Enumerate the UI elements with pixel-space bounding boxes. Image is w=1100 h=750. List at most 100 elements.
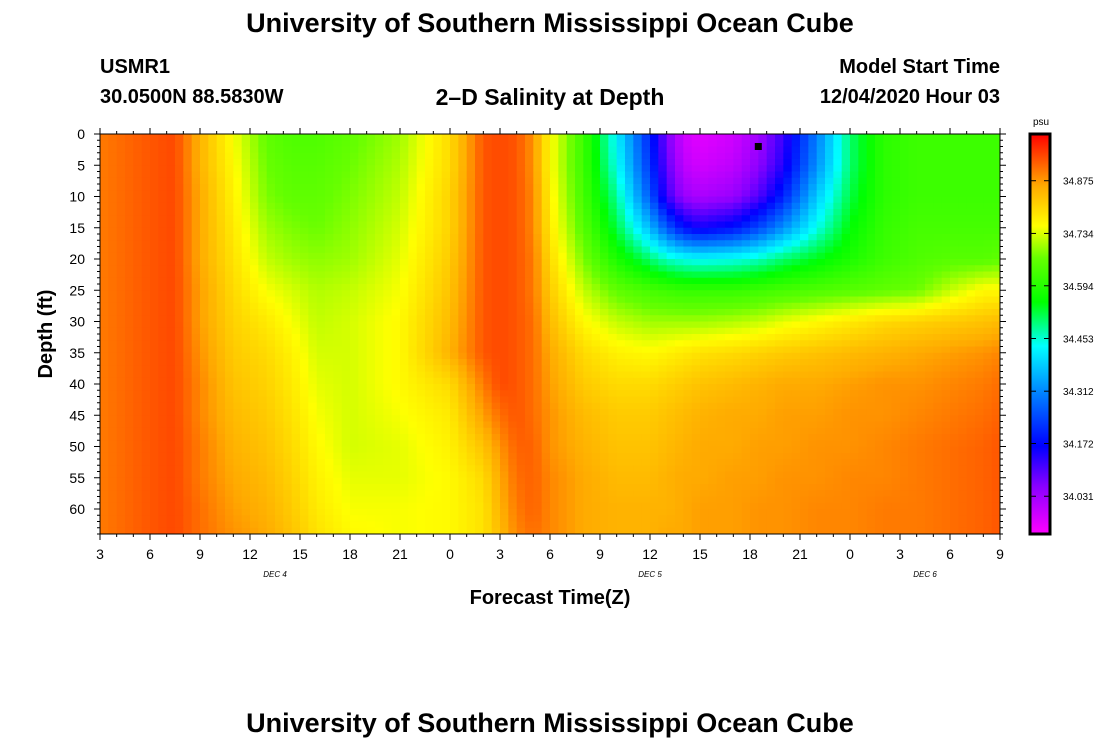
heatmap-cell <box>316 409 326 416</box>
heatmap-cell <box>750 415 759 422</box>
heatmap-cell <box>225 371 234 379</box>
heatmap-cell <box>566 315 576 322</box>
heatmap-cell <box>983 290 993 297</box>
heatmap-cell <box>866 352 876 360</box>
heatmap-cell <box>133 265 143 272</box>
heatmap-cell <box>483 359 493 366</box>
heatmap-cell <box>175 384 184 391</box>
heatmap-cell <box>550 252 559 260</box>
heatmap-cell <box>825 265 834 272</box>
heatmap-cell <box>341 140 351 147</box>
heatmap-cell <box>616 209 626 216</box>
heatmap-cell <box>133 409 143 416</box>
heatmap-cell <box>791 327 801 335</box>
heatmap-cell <box>183 240 193 247</box>
heatmap-cell <box>233 252 243 260</box>
heatmap-cell <box>233 196 243 204</box>
heatmap-cell <box>233 396 243 404</box>
heatmap-cell <box>291 346 301 354</box>
heatmap-cell <box>516 334 526 341</box>
heatmap-cell <box>108 246 118 254</box>
heatmap-cell <box>875 159 884 166</box>
heatmap-cell <box>491 259 501 266</box>
heatmap-cell <box>516 265 526 272</box>
heatmap-cell <box>208 415 218 422</box>
heatmap-cell <box>150 159 159 166</box>
heatmap-cell <box>925 346 934 354</box>
heatmap-cell <box>966 265 976 272</box>
heatmap-cell <box>900 415 909 422</box>
heatmap-cell <box>408 384 418 391</box>
heatmap-cell <box>158 365 168 372</box>
heatmap-cell <box>866 327 876 335</box>
heatmap-cell <box>333 171 343 179</box>
heatmap-cell <box>791 396 801 404</box>
heatmap-cell <box>766 202 776 210</box>
heatmap-cell <box>116 165 126 172</box>
heatmap-cell <box>458 359 468 366</box>
heatmap-cell <box>775 252 784 260</box>
heatmap-cell <box>891 365 901 372</box>
heatmap-cell <box>941 334 951 341</box>
heatmap-cell <box>316 165 326 172</box>
heatmap-cell <box>641 384 651 391</box>
heatmap-cell <box>525 184 534 191</box>
heatmap-cell <box>650 234 659 241</box>
heatmap-cell <box>691 177 701 185</box>
heatmap-cell <box>366 177 376 185</box>
heatmap-cell <box>750 234 759 241</box>
heatmap-cell <box>933 265 943 272</box>
heatmap-cell <box>591 409 601 416</box>
heatmap-cell <box>116 184 126 191</box>
heatmap-cell <box>958 152 968 160</box>
heatmap-cell <box>266 171 276 179</box>
heatmap-cell <box>750 227 759 235</box>
heatmap-cell <box>766 234 776 241</box>
heatmap-cell <box>291 365 301 372</box>
heatmap-cell <box>891 171 901 179</box>
heatmap-cell <box>400 221 409 229</box>
heatmap-cell <box>233 259 243 266</box>
heatmap-cell <box>308 402 318 410</box>
heatmap-cell <box>725 346 734 354</box>
heatmap-cell <box>883 371 893 379</box>
heatmap-cell <box>583 190 593 197</box>
heatmap-cell <box>708 377 718 385</box>
heatmap-cell <box>641 209 651 216</box>
heatmap-cell <box>708 315 718 322</box>
heatmap-cell <box>483 321 493 329</box>
heatmap-cell <box>925 309 934 316</box>
heatmap-cell <box>850 171 859 179</box>
heatmap-cell <box>516 409 526 416</box>
heatmap-cell <box>966 415 976 422</box>
heatmap-cell <box>291 371 301 379</box>
heatmap-cell <box>741 402 751 410</box>
heatmap-cell <box>658 196 668 204</box>
heatmap-cell <box>950 259 959 266</box>
heatmap-cell <box>866 277 876 285</box>
heatmap-cell <box>158 271 168 279</box>
heatmap-cell <box>450 359 459 366</box>
heatmap-cell <box>975 315 984 322</box>
heatmap-cell <box>583 396 593 404</box>
heatmap-cell <box>358 190 368 197</box>
heatmap-cell <box>166 302 176 310</box>
heatmap-cell <box>241 384 251 391</box>
heatmap-cell <box>891 277 901 285</box>
heatmap-cell <box>491 190 501 197</box>
heatmap-cell <box>950 152 959 160</box>
heatmap-cell <box>383 327 393 335</box>
heatmap-cell <box>375 190 384 197</box>
heatmap-cell <box>408 134 418 141</box>
heatmap-cell <box>375 402 384 410</box>
heatmap-cell <box>100 159 109 166</box>
heatmap-cell <box>225 209 234 216</box>
heatmap-cell <box>175 159 184 166</box>
heatmap-cell <box>616 321 626 329</box>
heatmap-cell <box>833 284 843 291</box>
heatmap-cell <box>116 321 126 329</box>
heatmap-cell <box>858 409 868 416</box>
heatmap-cell <box>741 371 751 379</box>
heatmap-cell <box>408 234 418 241</box>
heatmap-cell <box>458 171 468 179</box>
